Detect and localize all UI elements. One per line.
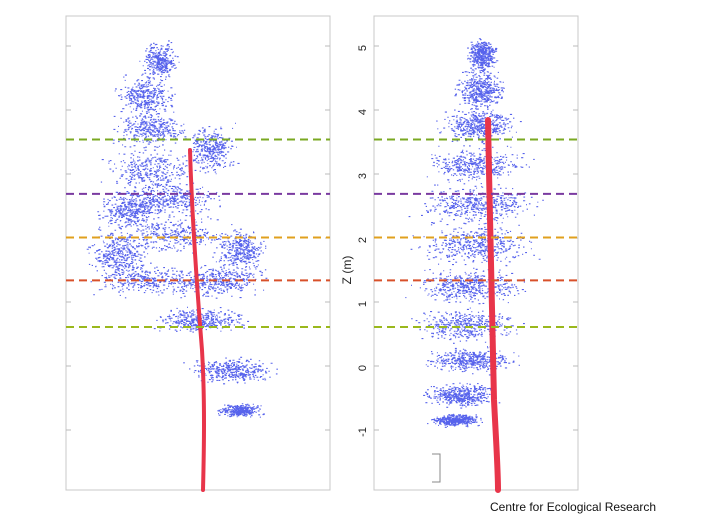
right-panel-frame [373, 15, 579, 491]
y-tick-label: 1 [357, 301, 369, 307]
y-tick-label: 2 [357, 237, 369, 243]
y-axis-tick-labels: 5 4 3 2 1 0 -1 [357, 45, 369, 437]
left-panel-ticks [66, 45, 330, 431]
point-cloud-points [405, 38, 544, 428]
y-tick-label: -1 [357, 427, 369, 437]
left-panel-frame [65, 15, 331, 491]
y-tick-label: 4 [357, 109, 369, 115]
point-cloud-points [86, 40, 278, 418]
left-stem-line [188, 148, 206, 492]
left-panel [65, 15, 331, 492]
left-tree-stem [188, 148, 206, 492]
image-credit: Centre for Ecological Research [490, 500, 657, 514]
left-tree-point-cloud [86, 40, 278, 418]
right-panel: 5 4 3 2 1 0 -1 Z (m) [340, 15, 579, 493]
y-tick-label: 3 [357, 173, 369, 179]
y-axis-label: Z (m) [340, 256, 354, 285]
y-tick-label: 5 [357, 45, 369, 51]
right-layer-lines [374, 138, 578, 329]
scale-bracket [432, 453, 441, 483]
left-layer-lines [66, 138, 330, 329]
y-tick-label: 0 [357, 365, 369, 371]
right-tree-stem [485, 117, 501, 493]
right-tree-point-cloud [405, 38, 544, 428]
right-stem-line [485, 117, 501, 493]
